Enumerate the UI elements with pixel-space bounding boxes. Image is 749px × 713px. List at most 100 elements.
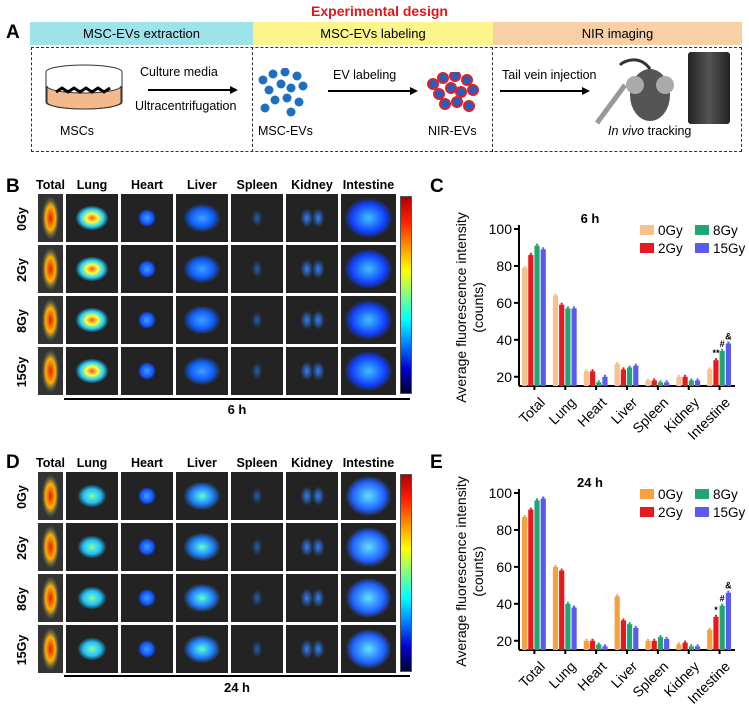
fluorescence-image-liver-2gy	[176, 245, 228, 293]
nir-ev-dot	[445, 82, 457, 94]
bar-liver-15gy	[633, 365, 639, 386]
fluorescence-image-total-2gy	[38, 523, 63, 571]
bar-kidney-8gy	[688, 646, 694, 650]
nir-ev-dot	[437, 72, 449, 84]
y-tick-label: 100	[489, 485, 513, 501]
ev-dot	[286, 107, 296, 117]
divider	[252, 47, 253, 152]
ev-dot	[260, 103, 270, 113]
row-label-2gy: 2Gy	[15, 536, 29, 560]
fluorescence-image-lung-15gy	[66, 625, 118, 673]
bar-intestine-8gy	[719, 350, 725, 386]
column-header-liver: Liver	[187, 178, 217, 192]
bar-intestine-15gy	[725, 343, 731, 386]
culture-media-text: Culture media	[140, 65, 218, 79]
fluorescence-image-intestine-0gy	[341, 194, 396, 242]
fluorescence-image-spleen-0gy	[231, 194, 283, 242]
fluorescence-image-lung-2gy	[66, 523, 118, 571]
fluorescence-image-kidney-0gy	[286, 472, 338, 520]
fluorescence-image-intestine-2gy	[341, 245, 396, 293]
ev-dot	[298, 81, 308, 91]
time-bar	[64, 675, 410, 677]
nir-ev-dot	[439, 98, 451, 110]
bar-spleen-0gy	[645, 640, 651, 650]
legend-swatch	[695, 489, 709, 499]
legend-swatch	[695, 507, 709, 517]
bar-total-0gy	[522, 267, 528, 386]
fluorescence-image-heart-2gy	[121, 245, 173, 293]
nir-ev-dot	[455, 86, 467, 98]
bar-kidney-8gy	[688, 380, 694, 386]
bar-kidney-2gy	[682, 376, 688, 386]
legend-swatch	[695, 243, 709, 253]
row-label-2gy: 2Gy	[15, 258, 29, 282]
ultracentrifugation-text: Ultracentrifugation	[135, 99, 237, 113]
bar-intestine-0gy	[707, 369, 713, 386]
fluorescence-image-heart-15gy	[121, 347, 173, 395]
fluorescence-image-heart-15gy	[121, 625, 173, 673]
y-tick-label: 80	[496, 522, 512, 538]
nir-evs-text: NIR-EVs	[428, 124, 477, 138]
stage-labeling: MSC-EVs labeling	[253, 22, 493, 45]
significance-mark: **	[712, 348, 720, 358]
fluorescence-image-total-2gy	[38, 245, 63, 293]
bar-total-15gy	[540, 249, 546, 386]
legend-label: 15Gy	[713, 505, 746, 520]
significance-mark: &	[725, 581, 732, 591]
fluorescence-image-heart-2gy	[121, 523, 173, 571]
bar-lung-15gy	[571, 607, 577, 650]
chart-title: 24 h	[577, 475, 603, 490]
legend-swatch	[640, 225, 654, 235]
row-label-0gy: 0Gy	[15, 207, 29, 231]
fluorescence-image-total-0gy	[38, 194, 63, 242]
fluorescence-image-lung-8gy	[66, 574, 118, 622]
fluorescence-image-intestine-2gy	[341, 523, 396, 571]
fluorescence-image-kidney-15gy	[286, 347, 338, 395]
ev-dot	[258, 75, 268, 85]
column-header-lung: Lung	[76, 178, 108, 192]
ev-dot	[292, 71, 302, 81]
nir-ev-dot	[463, 100, 475, 112]
bar-liver-2gy	[620, 369, 626, 386]
bar-intestine-2gy	[713, 616, 719, 650]
bar-kidney-15gy	[694, 646, 701, 650]
mouse-syringe-icon	[595, 58, 674, 125]
bar-total-8gy	[534, 500, 540, 650]
row-label-8gy: 8Gy	[15, 587, 29, 611]
bar-liver-15gy	[633, 627, 639, 650]
figure-title: Experimental design	[311, 3, 448, 19]
x-tick-label: Total	[516, 658, 548, 690]
bar-intestine-0gy	[707, 629, 713, 650]
fluorescence-image-intestine-0gy	[341, 472, 396, 520]
bar-chart-6h: 6 h Average fluorescence intensity(counts…	[453, 211, 746, 443]
bar-kidney-15gy	[694, 380, 701, 386]
msc-evs-icon	[258, 68, 308, 117]
fluorescence-image-lung-8gy	[66, 296, 118, 344]
fluorescence-image-spleen-8gy	[231, 574, 283, 622]
fluorescence-image-liver-0gy	[176, 472, 228, 520]
bar-heart-8gy	[596, 382, 602, 386]
fluorescence-image-total-8gy	[38, 574, 63, 622]
y-axis-label: Average fluorescence intensity(counts)	[453, 476, 486, 666]
fluorescence-image-kidney-8gy	[286, 296, 338, 344]
significance-mark: #	[720, 339, 725, 349]
bar-heart-2gy	[589, 640, 596, 650]
bar-total-15gy	[540, 498, 546, 650]
fluorescence-image-intestine-8gy	[341, 296, 396, 344]
fluorescence-image-liver-8gy	[176, 574, 228, 622]
panel-d-label: D	[6, 452, 20, 473]
column-header-intestine: Intestine	[342, 178, 395, 192]
bar-heart-2gy	[589, 371, 596, 386]
legend-label: 0Gy	[658, 223, 683, 238]
time-label-24h: 24 h	[223, 680, 250, 695]
tracking-text: tracking	[644, 124, 692, 138]
bar-lung-0gy	[552, 566, 559, 650]
fluorescence-image-kidney-2gy	[286, 245, 338, 293]
significance-mark: &	[725, 332, 732, 342]
nir-evs-icon	[427, 72, 479, 112]
ev-dot	[294, 97, 304, 107]
bar-lung-2gy	[559, 304, 565, 386]
arrow-icon	[500, 87, 590, 95]
bar-spleen-0gy	[645, 380, 651, 386]
y-tick-label: 60	[496, 559, 512, 575]
